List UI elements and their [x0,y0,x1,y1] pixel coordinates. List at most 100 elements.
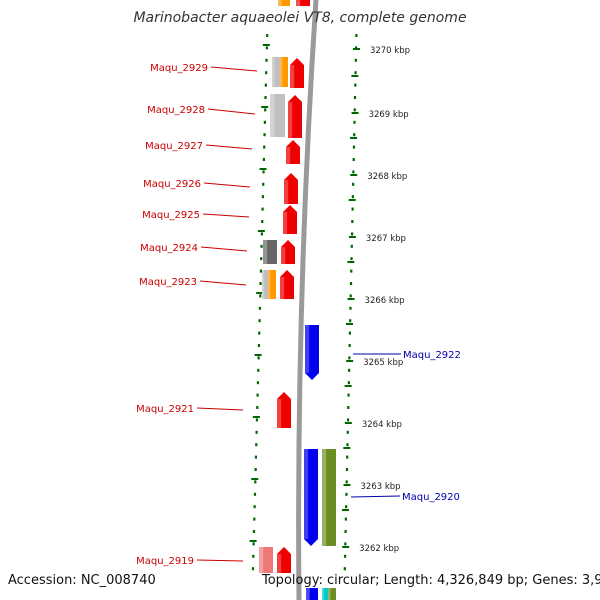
scale-tick-label: 3266 kbp [365,296,405,306]
scale-tick [352,48,360,50]
guide-dot [352,158,355,161]
scale-tick [346,360,354,362]
partial-feature [306,588,318,600]
scale-tick-label: 3265 kbp [363,358,403,368]
label-leader-line [200,246,248,252]
gene-label: Maqu_2926 [143,179,201,190]
forward-cds-arrow [280,270,294,299]
feature-highlight [322,588,324,600]
tick-mark [254,354,262,356]
cds-highlight [290,65,295,88]
forward-cds-arrow [281,240,295,264]
guide-dot [348,368,351,372]
right-tick-marks: 3270 kbp 3269 kbp 3268 kbp 3267 kbp 3266 kbp… [342,46,410,554]
cds-highlight [284,180,289,204]
forward-cds-arrow [277,392,291,428]
guide-dot [345,505,348,509]
gene-features [259,0,336,600]
feature-highlight [306,588,310,600]
accession-text: Accession: NC_008740 [8,573,156,588]
guide-dot [354,83,357,87]
guide-dot [264,96,267,99]
scale-tick-label: 3264 kbp [362,420,402,430]
tick-mark [257,230,265,232]
guide-dot [346,418,350,422]
scale-tick [343,484,351,486]
guide-dot [347,381,350,385]
guide-dot [260,257,263,261]
tick-mark [350,137,358,139]
guide-dot [353,133,356,137]
guide-dot [254,455,258,459]
gene-feature [270,94,285,137]
guide-dot [349,294,352,298]
guide-dot [348,331,352,335]
partial-feature [296,0,310,6]
feature-highlight [270,94,275,137]
gene-feature [263,240,277,264]
scale-tick-label: 3262 kbp [359,544,399,554]
guide-dot [346,443,349,447]
guide-dot [254,468,257,471]
guide-dot [344,530,347,533]
gene-label: Maqu_2923 [139,277,197,288]
guide-dot [264,108,267,112]
tick-mark [344,385,352,387]
gene-feature [262,270,268,299]
guide-dot [349,282,353,285]
label-leader-line [207,108,256,115]
guide-dot [346,430,349,434]
guide-dot [348,356,351,360]
guide-dot [345,492,348,496]
guide-dot [259,282,262,285]
guide-dot [260,232,264,236]
guide-dot [351,195,354,199]
cds-highlight [281,247,286,264]
tick-mark [343,447,351,449]
genome-backbone [296,0,319,600]
guide-dot [265,58,268,62]
tick-mark [262,44,270,46]
gene-label: Maqu_2921 [136,404,194,415]
tick-mark [346,323,354,325]
scale-tick [342,546,350,548]
scale-tick-label: 3269 kbp [369,110,409,120]
partial-feature [328,588,336,600]
guide-dot [354,58,357,62]
cds-highlight [305,325,310,373]
cds-highlight [283,212,288,234]
guide-dot [257,356,260,360]
guide-dot [344,542,347,546]
gene-label: Maqu_2925 [142,210,200,221]
guide-dot [349,319,352,323]
feature-highlight [268,270,271,299]
label-leader-line [203,182,251,188]
scale-tick [351,112,359,114]
guide-dot [255,443,258,447]
cds-highlight [280,277,285,299]
label-leader-line [199,280,247,286]
guide-dot [263,133,266,137]
guide-dot [259,294,262,298]
guide-dot [253,517,256,521]
tick-mark [347,261,355,263]
guide-dot [260,244,263,248]
partial-feature [322,588,328,600]
gene-label: Maqu_2929 [150,63,208,74]
forward-cds-arrow [288,95,302,138]
cds-highlight [304,449,309,539]
cds-highlight [277,399,282,428]
cds-highlight [277,554,282,573]
scale-tick-label: 3268 kbp [367,172,407,182]
scale-tick-label: 3270 kbp [370,46,410,56]
guide-dot [346,455,349,459]
scale-tick [347,298,355,300]
guide-dot [256,406,259,409]
cds-highlight [286,147,291,164]
feature-highlight [328,588,331,600]
guide-dot [261,207,264,211]
gene-label: Maqu_2928 [147,105,205,116]
gene-feature [259,547,273,573]
guide-dot [345,468,349,471]
guide-dot [353,120,356,124]
